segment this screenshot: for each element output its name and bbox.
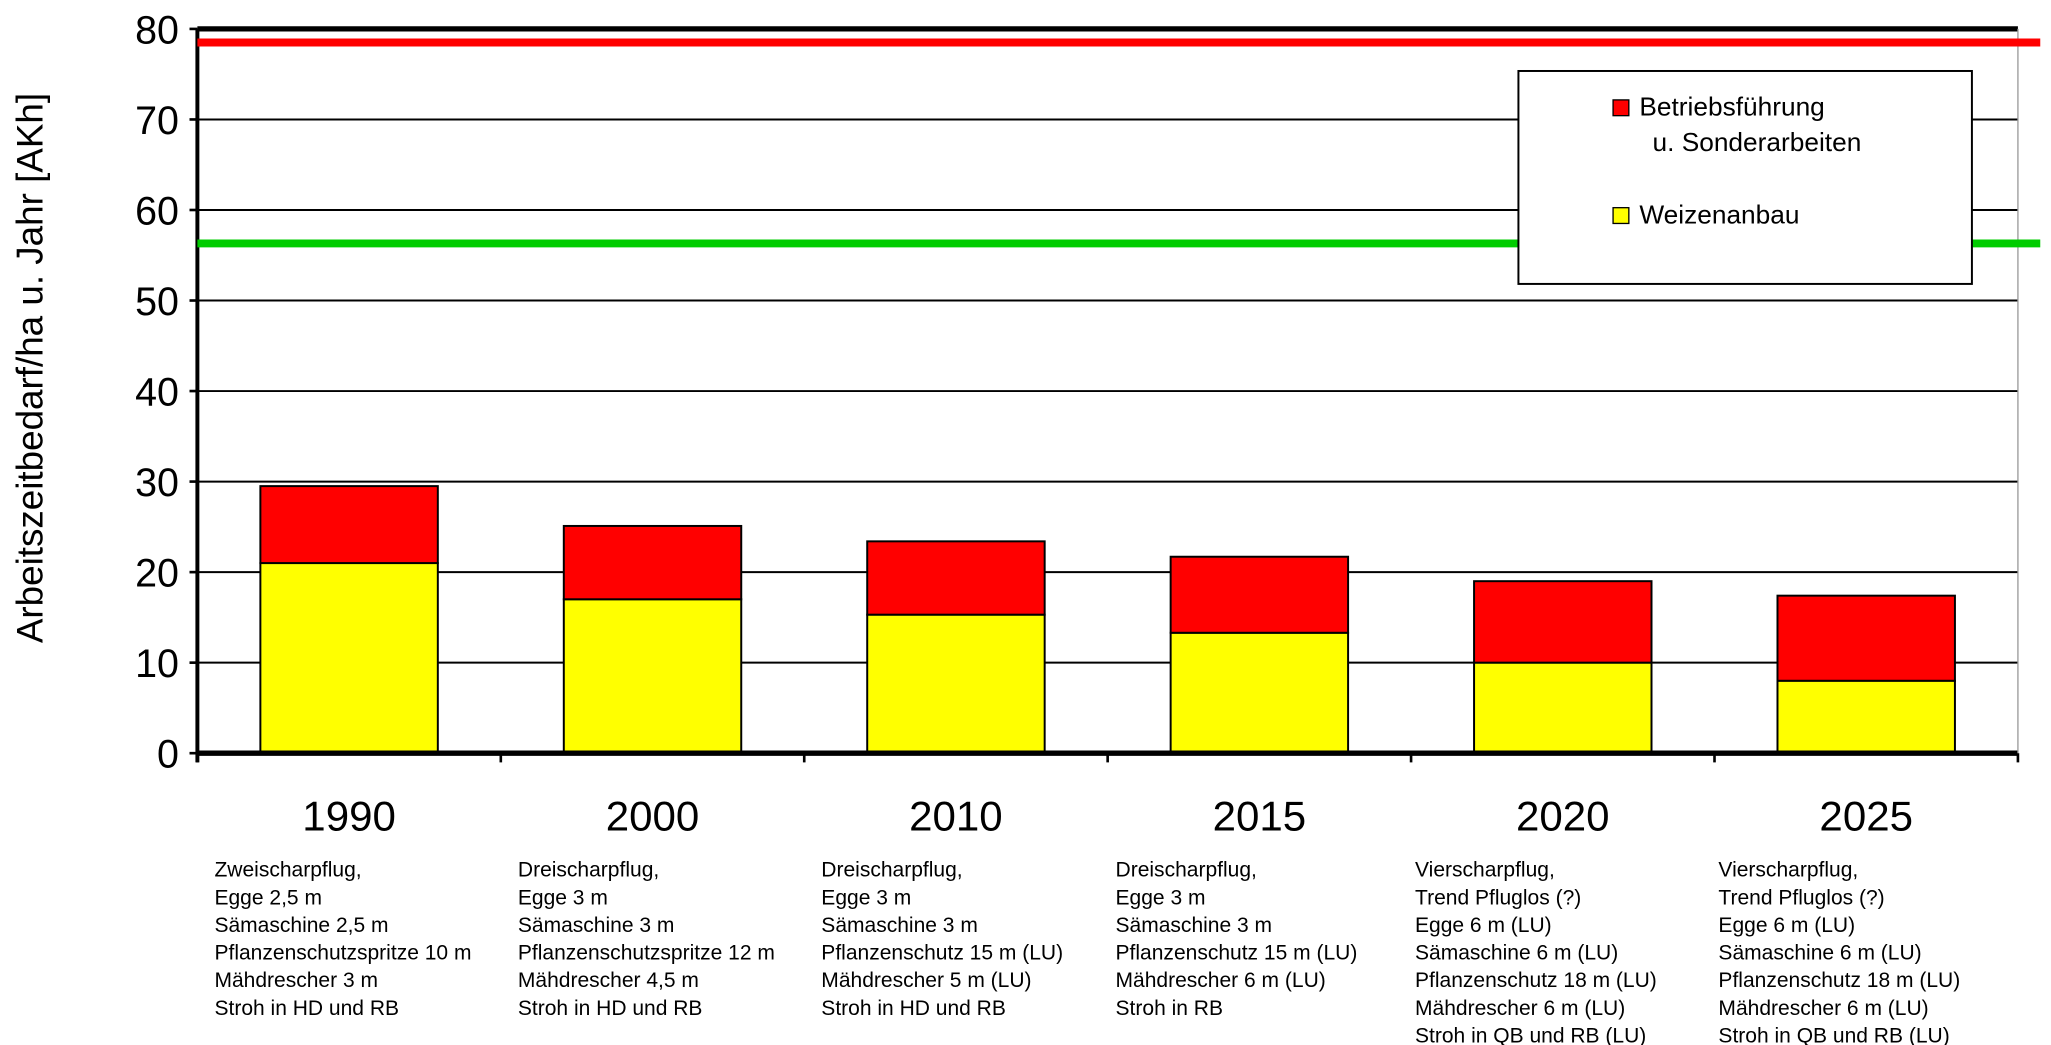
category-note: Pflanzenschutz 15 m (LU): [1116, 942, 1358, 965]
category-note: Pflanzenschutzspritze 12 m: [518, 942, 775, 965]
legend-swatch: [1612, 99, 1630, 117]
category-note: Dreischarpflug,: [518, 859, 659, 882]
y-tick-label: 30: [135, 461, 179, 505]
category-note: Dreischarpflug,: [821, 859, 962, 882]
y-tick-label: 0: [157, 733, 179, 777]
x-tick-label: 2025: [1819, 793, 1913, 840]
category-note: Pflanzenschutz 18 m (LU): [1415, 969, 1657, 992]
category-note: Mähdrescher 6 m (LU): [1116, 969, 1326, 992]
category-note: Egge 3 m: [1116, 886, 1206, 909]
category-note: Sämaschine 2,5 m: [214, 914, 388, 937]
bar-segment: [562, 598, 743, 755]
bar-segment: [866, 613, 1046, 755]
category-note: Trend Pfluglos (?): [1415, 886, 1581, 909]
category-note: Trend Pfluglos (?): [1718, 886, 1884, 909]
x-tick-label: 2000: [606, 793, 700, 840]
y-tick-label: 20: [135, 552, 179, 596]
y-tick-label: 80: [135, 8, 179, 52]
category-note: Stroh in RB: [1116, 997, 1223, 1020]
category-note: Sämaschine 3 m: [518, 914, 675, 937]
category-note: Egge 2,5 m: [214, 886, 321, 909]
x-tick-label: 2020: [1516, 793, 1610, 840]
category-note: Mähdrescher 4,5 m: [518, 969, 699, 992]
category-note: Sämaschine 3 m: [821, 914, 978, 937]
y-tick-label: 50: [135, 280, 179, 324]
category-note: Sämaschine 6 m (LU): [1718, 942, 1921, 965]
y-tick-label: 70: [135, 99, 179, 143]
legend-swatch: [1612, 207, 1630, 225]
bar-segment: [259, 485, 439, 565]
bar-segment: [1776, 679, 1956, 755]
category-note: Egge 3 m: [518, 886, 608, 909]
y-tick-label: 40: [135, 371, 179, 415]
bar-segment: [1169, 631, 1350, 755]
category-note: Dreischarpflug,: [1116, 859, 1257, 882]
bar-segment: [1473, 661, 1653, 755]
category-note: Egge 3 m: [821, 886, 911, 909]
bar-segment: [866, 540, 1046, 616]
category-note: Stroh in HD und RB: [518, 997, 703, 1020]
category-note: Egge 6 m (LU): [1415, 914, 1552, 937]
bar-segment: [562, 524, 743, 601]
category-note: Mähdrescher 3 m: [214, 969, 378, 992]
category-note: Pflanzenschutz 18 m (LU): [1718, 969, 1960, 992]
category-note: Sämaschine 6 m (LU): [1415, 942, 1618, 965]
legend-label: Betriebsführung u. Sonderarbeiten: [1639, 92, 1861, 157]
bar-segment: [1473, 580, 1653, 664]
category-note: Stroh in QB und RB (LU): [1415, 1024, 1646, 1045]
category-note: Vierscharpflug,: [1718, 859, 1858, 882]
category-note: Mähdrescher 5 m (LU): [821, 969, 1031, 992]
y-tick-label: 60: [135, 189, 179, 233]
category-note: Sämaschine 3 m: [1116, 914, 1273, 937]
category-note: Stroh in HD und RB: [214, 997, 399, 1020]
bar-segment: [1776, 594, 1956, 682]
category-note: Mähdrescher 6 m (LU): [1415, 997, 1625, 1020]
x-tick-label: 1990: [302, 793, 396, 840]
x-tick-label: 2015: [1213, 793, 1307, 840]
category-note: Vierscharpflug,: [1415, 859, 1555, 882]
x-tick-label: 2010: [909, 793, 1003, 840]
category-note: Stroh in QB und RB (LU): [1718, 1024, 1949, 1045]
category-note: Pflanzenschutz 15 m (LU): [821, 942, 1063, 965]
category-note: Zweischarpflug,: [214, 859, 361, 882]
y-tick-label: 10: [135, 642, 179, 686]
category-note: Mähdrescher 6 m (LU): [1718, 997, 1928, 1020]
legend-box: [1517, 69, 1973, 285]
bar-segment: [259, 562, 439, 755]
category-note: Stroh in HD und RB: [821, 997, 1006, 1020]
legend-label: Weizenanbau: [1639, 199, 1799, 229]
y-axis-label: Arbeitszeitbedarf/ha u. Jahr [AKh]: [9, 93, 50, 643]
bar-segment: [1169, 555, 1350, 634]
category-note: Pflanzenschutzspritze 10 m: [214, 942, 471, 965]
category-note: Egge 6 m (LU): [1718, 914, 1855, 937]
